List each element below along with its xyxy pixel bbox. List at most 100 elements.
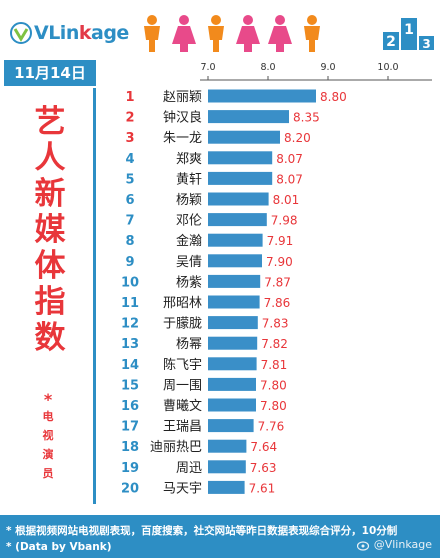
star-mark: * xyxy=(43,390,53,409)
rank-number: 4 xyxy=(125,152,134,167)
svg-text:2: 2 xyxy=(386,34,396,50)
score-bar xyxy=(208,439,247,453)
person-icon-orange-1 xyxy=(144,15,160,52)
score-bar xyxy=(208,274,261,288)
score-bar xyxy=(208,192,269,206)
title-char: 新 xyxy=(34,176,66,212)
title-char: 指 xyxy=(34,284,66,320)
title-char: 数 xyxy=(34,320,66,356)
score-value: 8.07 xyxy=(276,172,303,186)
score-bar xyxy=(208,419,254,433)
rank-number: 12 xyxy=(121,317,139,332)
watermark-text: @Vlinkage xyxy=(373,538,432,551)
score-value: 7.91 xyxy=(267,234,294,248)
subtitle-char: 员 xyxy=(42,467,54,480)
score-value: 7.83 xyxy=(262,317,289,331)
vlinkage-logo[interactable]: VLinkage xyxy=(10,22,129,44)
score-value: 8.35 xyxy=(293,111,320,125)
artist-name: 钟汉良 xyxy=(163,110,202,126)
rank-number: 11 xyxy=(121,296,139,311)
artist-name: 邓伦 xyxy=(176,214,202,229)
left-panel xyxy=(4,88,96,504)
rank-number: 8 xyxy=(125,234,134,249)
rank-number: 1 xyxy=(125,90,134,105)
rank-number: 18 xyxy=(121,440,139,455)
score-bar xyxy=(208,151,273,165)
person-icon-pink-1 xyxy=(172,15,196,52)
artist-name: 邢昭林 xyxy=(163,296,202,311)
score-value: 8.07 xyxy=(276,152,303,166)
artist-name: 赵丽颖 xyxy=(163,90,202,105)
vertical-subtitle: * 电 视 演 员 xyxy=(38,390,58,483)
artist-name: 吴倩 xyxy=(176,255,202,270)
artist-name: 金瀚 xyxy=(176,233,202,249)
svg-text:3: 3 xyxy=(422,37,430,51)
person-icon-pink-2 xyxy=(236,15,260,52)
rank-number: 14 xyxy=(121,358,139,373)
artist-name: 周一围 xyxy=(163,378,202,393)
score-bar xyxy=(208,233,263,247)
v-logo-icon xyxy=(10,22,32,44)
rank-number: 17 xyxy=(121,420,139,435)
score-value: 7.86 xyxy=(264,296,291,310)
artist-name: 陈飞宇 xyxy=(163,357,202,373)
svg-text:1: 1 xyxy=(404,22,414,38)
rank-number: 6 xyxy=(125,193,134,208)
person-icon-orange-3 xyxy=(304,15,320,52)
footer-source: * (Data by Vbank) xyxy=(6,541,112,553)
score-bar xyxy=(208,89,316,103)
logo-text: VLinkage xyxy=(34,22,129,44)
score-value: 7.81 xyxy=(261,358,288,372)
score-bar xyxy=(208,130,280,144)
artist-name: 王瑞昌 xyxy=(163,420,202,435)
artist-name: 马天宇 xyxy=(163,481,202,496)
x-tick-label: 8.0 xyxy=(260,62,275,73)
artist-name: 周迅 xyxy=(176,461,202,476)
rank-number: 15 xyxy=(121,378,139,393)
rank-number: 9 xyxy=(125,255,134,270)
score-value: 7.87 xyxy=(264,275,291,289)
person-icon-orange-2 xyxy=(208,15,224,52)
title-char: 人 xyxy=(34,140,66,176)
score-value: 7.80 xyxy=(260,378,287,392)
rank-number: 3 xyxy=(125,131,134,146)
rank-number: 10 xyxy=(121,275,139,290)
ranking-bar-chart: 7.0 8.0 9.0 10.0 1 赵丽颖 8.80 2 钟汉良 8.35 3 朱一龙 8.20 4 郑爽… xyxy=(121,62,432,496)
title-char: 体 xyxy=(34,248,66,284)
rank-number: 5 xyxy=(125,172,134,187)
rank-number: 13 xyxy=(121,337,139,352)
podium-cubes-icon: 2 1 3 xyxy=(383,18,434,51)
score-bar xyxy=(208,377,256,391)
score-bar xyxy=(208,110,289,124)
subtitle-char: 电 xyxy=(42,410,54,423)
title-char: 媒 xyxy=(34,212,66,248)
footer-bar xyxy=(0,515,440,558)
score-bar xyxy=(208,254,262,268)
subtitle-char: 视 xyxy=(42,429,54,442)
title-char: 艺 xyxy=(34,104,66,140)
rank-number: 20 xyxy=(121,481,139,496)
score-bar xyxy=(208,460,246,474)
score-value: 7.76 xyxy=(258,420,285,434)
rank-number: 16 xyxy=(121,399,139,414)
score-value: 7.82 xyxy=(261,337,288,351)
score-value: 7.63 xyxy=(250,461,277,475)
x-tick-label: 7.0 xyxy=(200,62,215,73)
artist-name: 迪丽热巴 xyxy=(150,440,202,455)
score-bar xyxy=(208,171,273,185)
score-value: 7.64 xyxy=(250,440,277,454)
rank-number: 2 xyxy=(125,111,134,126)
score-bar xyxy=(208,480,245,494)
x-tick-label: 10.0 xyxy=(377,62,398,73)
artist-name: 杨紫 xyxy=(176,275,202,290)
rank-number: 19 xyxy=(121,461,139,476)
score-value: 7.90 xyxy=(266,255,293,269)
weibo-icon xyxy=(356,540,369,551)
score-bar xyxy=(208,213,267,227)
artist-name: 郑爽 xyxy=(176,152,202,167)
people-icons xyxy=(144,15,320,52)
artist-name: 杨幂 xyxy=(176,337,202,352)
person-icon-pink-3 xyxy=(268,15,292,52)
score-bar xyxy=(208,295,260,309)
subtitle-char: 演 xyxy=(42,448,54,461)
